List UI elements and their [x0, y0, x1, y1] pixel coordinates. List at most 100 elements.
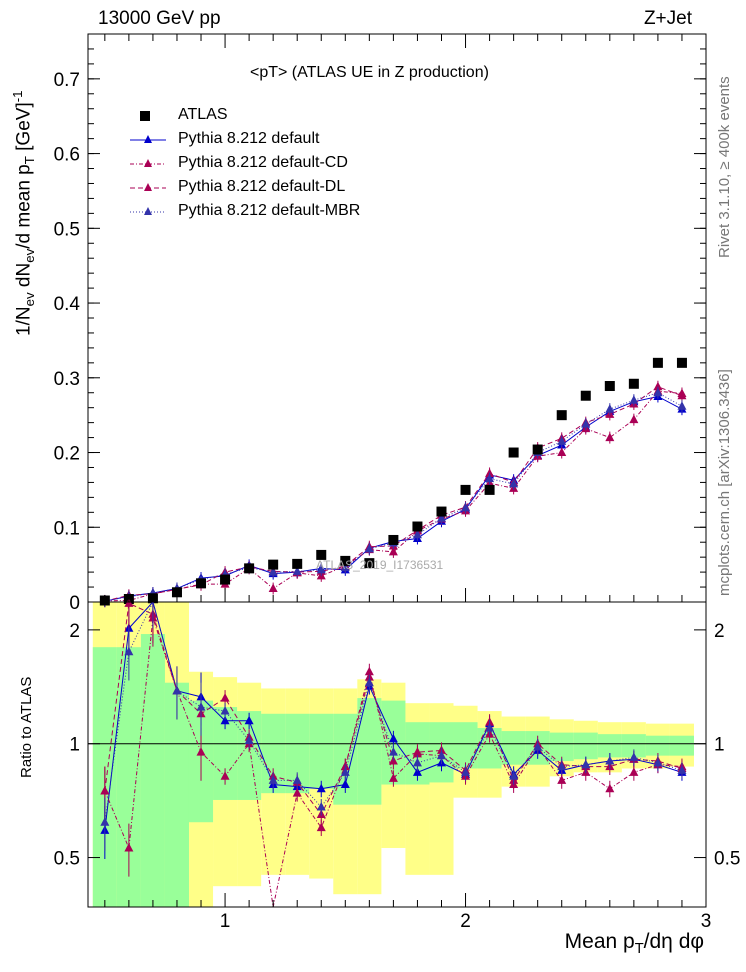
data-point	[436, 506, 447, 517]
header-process-label: Z+Jet	[643, 8, 692, 29]
data-point	[676, 357, 687, 368]
legend-symbol-default	[130, 135, 166, 143]
data-point	[557, 436, 567, 445]
data-point	[340, 555, 351, 566]
mcplots-source-label: mcplots.cern.ch [arXiv:1306.3436]	[716, 369, 733, 596]
data-point	[628, 378, 639, 389]
band-inner	[357, 698, 382, 805]
data-point	[196, 702, 206, 711]
data-point	[364, 543, 374, 553]
data-point	[461, 502, 471, 512]
y-tick-label: 0	[69, 593, 80, 614]
y-tick-label: 0.4	[54, 294, 81, 315]
data-point	[509, 771, 519, 780]
ratio-y-tick-label-right: 2	[714, 621, 725, 642]
data-point	[316, 783, 326, 793]
data-point	[629, 752, 639, 761]
data-point	[412, 757, 422, 767]
data-point	[340, 562, 350, 572]
data-point	[436, 513, 446, 522]
x-tick-label: 2	[460, 911, 471, 932]
data-point	[340, 779, 350, 789]
ratio-plot-frame	[87, 601, 707, 908]
band-inner	[669, 735, 694, 756]
data-point	[461, 767, 471, 776]
data-point	[124, 598, 134, 607]
data-point	[604, 381, 615, 392]
data-point	[556, 410, 567, 421]
data-point	[557, 447, 567, 457]
ratio-y-tick-label: 1	[69, 735, 80, 756]
data-point	[412, 529, 422, 539]
data-point	[388, 773, 398, 782]
data-point	[100, 817, 110, 826]
legend-label: Pythia 8.212 default-CD	[178, 154, 348, 171]
data-point	[388, 534, 399, 545]
y-tick-label: 0.5	[54, 219, 80, 240]
y-tick-label: 0.6	[54, 145, 80, 166]
data-point	[268, 567, 278, 576]
data-point	[412, 747, 422, 756]
band-inner	[309, 713, 334, 789]
data-point	[460, 484, 471, 495]
data-point	[292, 558, 303, 569]
data-point	[340, 767, 350, 776]
ratio-y-tick-label-right: 0.5	[714, 849, 740, 870]
data-point	[605, 756, 615, 765]
data-point	[292, 788, 302, 797]
data-point	[508, 447, 519, 458]
data-point	[412, 521, 423, 532]
series-dl	[100, 380, 687, 608]
data-point	[557, 775, 567, 784]
data-point	[124, 842, 134, 852]
data-point	[100, 785, 110, 795]
ratio-y-tick-label: 2	[69, 621, 80, 642]
data-point	[196, 747, 206, 756]
data-point	[124, 646, 134, 656]
data-point	[677, 765, 687, 774]
ratio-y-tick-label-right: 1	[714, 735, 725, 756]
data-point	[292, 566, 302, 575]
data-point	[220, 574, 231, 585]
band-inner	[164, 682, 189, 907]
data-point	[244, 563, 255, 574]
data-point	[653, 757, 663, 767]
y-tick-label: 0.1	[54, 518, 80, 539]
data-point	[172, 685, 182, 695]
main-y-axis-label: 1/Nev dNev/d mean pT [GeV]-1	[10, 90, 38, 336]
legend-symbol-dl	[130, 183, 166, 191]
data-point	[653, 387, 663, 397]
data-point	[268, 583, 278, 593]
band-inner	[573, 732, 598, 760]
data-point	[557, 761, 567, 771]
data-point	[364, 558, 375, 569]
y-tick-label: 0.3	[54, 369, 80, 390]
data-point	[629, 767, 639, 776]
band-inner	[140, 634, 165, 907]
data-point	[244, 735, 254, 744]
data-point	[388, 747, 398, 756]
data-point	[533, 742, 543, 751]
x-axis-label: Mean pT/dη dφ	[564, 930, 704, 958]
data-point	[581, 759, 591, 769]
data-point	[292, 775, 302, 784]
data-point	[268, 775, 278, 784]
band-inner	[621, 734, 646, 758]
data-point	[316, 564, 326, 574]
ratio-y-axis-label: Ratio to ATLAS	[18, 676, 35, 778]
data-point	[605, 432, 615, 442]
data-point	[485, 723, 495, 732]
data-point	[412, 767, 422, 776]
series-mbr	[100, 386, 687, 608]
data-point	[316, 802, 326, 811]
data-point	[220, 771, 230, 780]
data-point	[580, 390, 591, 401]
legend-symbol-atlas	[140, 111, 150, 121]
ratio-uncertainty-bands	[92, 602, 694, 907]
data-point	[364, 677, 374, 687]
band-inner	[453, 722, 478, 769]
y-tick-label: 0.7	[54, 70, 80, 91]
data-point	[220, 715, 230, 725]
data-point	[629, 395, 639, 404]
